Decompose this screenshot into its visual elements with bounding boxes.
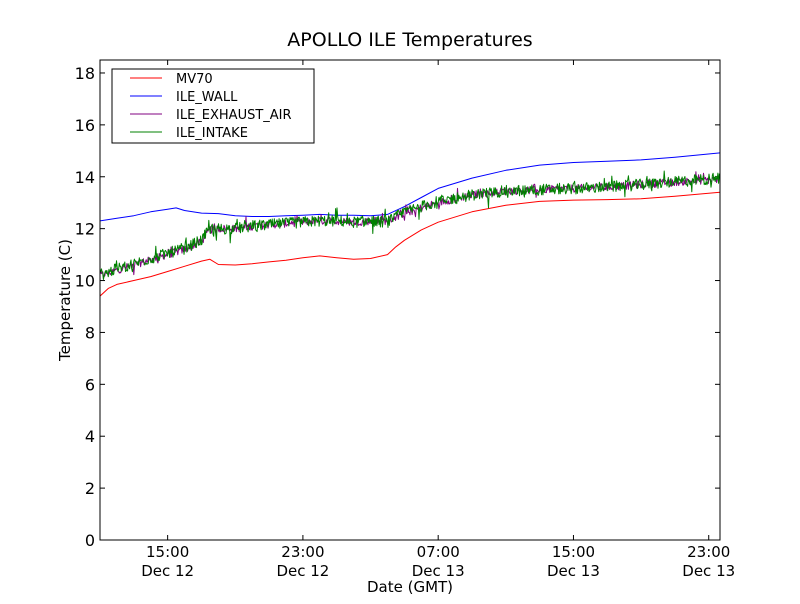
legend-label: ILE_INTAKE [176, 126, 248, 141]
x-tick-label: 15:00 [552, 543, 595, 561]
y-tick-label: 14 [75, 168, 95, 187]
x-tick-label: 07:00 [417, 543, 460, 561]
y-tick-label: 2 [85, 479, 95, 498]
x-axis-label: Date (GMT) [367, 578, 453, 596]
y-tick-label: 6 [85, 375, 95, 394]
x-tick-label: 23:00 [281, 543, 324, 561]
plot-frame [99, 59, 721, 541]
x-tick-label: 23:00 [687, 543, 730, 561]
y-tick-label: 0 [85, 531, 95, 550]
y-tick-label: 16 [75, 116, 95, 135]
series-line-ile-exhaust-air [100, 171, 720, 277]
y-tick-label: 8 [85, 323, 95, 342]
y-tick-label: 4 [85, 427, 95, 446]
x-tick-label: 15:00 [146, 543, 189, 561]
series-layer [100, 152, 720, 297]
legend-label: MV70 [176, 72, 213, 87]
y-tick-label: 18 [75, 64, 95, 83]
series-line-ile-intake [100, 170, 720, 280]
legend-label: ILE_WALL [176, 90, 238, 105]
y-tick-label: 12 [75, 220, 95, 239]
y-axis-label: Temperature (C) [56, 239, 74, 362]
series-line-mv70 [100, 191, 720, 297]
y-axis: 0 2 4 6 8 10 12 14 16 18 [75, 64, 720, 550]
legend-box [111, 68, 315, 144]
legend: MV70 ILE_WALL ILE_EXHAUST_AIR ILE_INTAKE [111, 68, 315, 144]
x-tick-label: Dec 13 [682, 562, 735, 580]
x-tick-label: Dec 13 [412, 562, 465, 580]
x-tick-label: Dec 12 [141, 562, 194, 580]
y-tick-label: 10 [75, 272, 95, 291]
legend-label: ILE_EXHAUST_AIR [176, 108, 292, 123]
chart-title: APOLLO ILE Temperatures [287, 29, 532, 51]
x-tick-label: Dec 13 [547, 562, 600, 580]
x-tick-label: Dec 12 [276, 562, 329, 580]
